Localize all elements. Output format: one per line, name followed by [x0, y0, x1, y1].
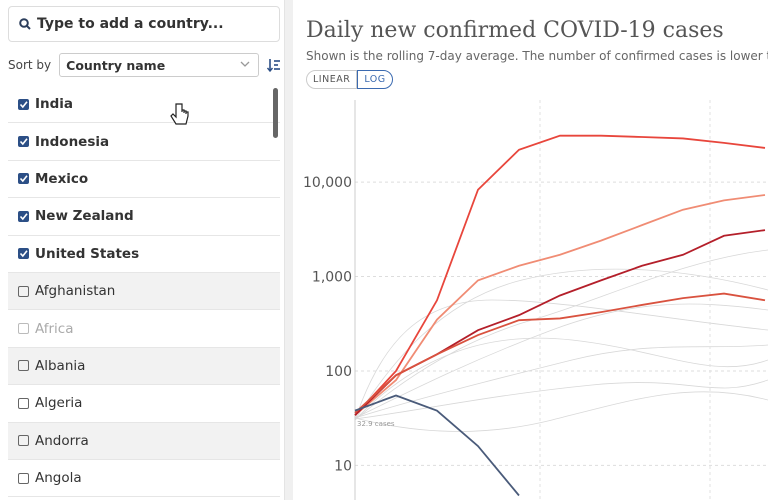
- country-list: India Indonesia Mexico New Zealand United St…: [8, 86, 280, 498]
- checkbox[interactable]: [18, 360, 29, 372]
- annotation: 32.9 cases: [357, 420, 395, 428]
- context-line: [354, 344, 768, 419]
- sort-value: Country name: [66, 57, 166, 73]
- country-row[interactable]: Andorra: [8, 422, 280, 460]
- checkbox[interactable]: [18, 397, 29, 409]
- checkbox[interactable]: [18, 323, 29, 335]
- country-label: Angola: [35, 470, 82, 487]
- search-box[interactable]: Type to add a country...: [8, 6, 280, 42]
- checkmark: [19, 138, 28, 146]
- series-line: [354, 292, 766, 414]
- chart-title: Daily new confirmed COVID-19 cases: [306, 18, 724, 43]
- country-row[interactable]: United States: [8, 236, 280, 273]
- chart: 10,000 1,000 100 10 32.9 cases: [303, 100, 768, 500]
- checkmark: [19, 175, 28, 183]
- y-tick-label: 10,000: [303, 175, 352, 191]
- country-label: Afghanistan: [35, 283, 116, 300]
- country-label: Algeria: [35, 395, 83, 412]
- country-row[interactable]: Angola: [8, 460, 280, 498]
- country-label: Indonesia: [35, 133, 110, 150]
- checkbox[interactable]: [18, 210, 29, 222]
- divider: [284, 0, 293, 500]
- search-placeholder: Type to add a country...: [37, 16, 224, 32]
- checkbox[interactable]: [18, 285, 29, 297]
- country-row[interactable]: New Zealand: [8, 198, 280, 236]
- scale-toggle: LINEAR LOG: [306, 70, 393, 89]
- country-label: Africa: [35, 320, 74, 337]
- series-line: [354, 394, 520, 497]
- background-lines: [354, 249, 768, 432]
- checkmark: [19, 213, 28, 221]
- checkmark: [19, 100, 28, 108]
- country-label: India: [35, 96, 74, 113]
- context-line: [354, 391, 768, 432]
- checkbox[interactable]: [18, 248, 29, 260]
- context-line: [354, 299, 768, 421]
- context-line: [354, 268, 768, 421]
- country-label: Andorra: [35, 432, 89, 449]
- scale-option[interactable]: LOG: [357, 70, 393, 89]
- checkbox[interactable]: [18, 472, 29, 484]
- sort-label: Sort by: [8, 58, 52, 72]
- y-tick-label: 10: [334, 458, 352, 474]
- search-icon: [19, 18, 31, 30]
- sort-select[interactable]: Country name: [59, 53, 260, 77]
- chevron: [240, 61, 250, 67]
- scale-option[interactable]: LINEAR: [306, 70, 358, 89]
- checkmark: [19, 250, 28, 258]
- scrollbar[interactable]: [273, 88, 278, 138]
- country-label: United States: [35, 245, 140, 262]
- country-label: Mexico: [35, 170, 89, 187]
- country-label: Albania: [35, 357, 86, 374]
- checkbox[interactable]: [18, 173, 29, 185]
- country-label: New Zealand: [35, 208, 134, 225]
- sort-order-button[interactable]: [267, 57, 281, 73]
- country-row[interactable]: Mexico: [8, 161, 280, 199]
- context-line: [354, 337, 768, 421]
- country-row[interactable]: Afghanistan: [8, 272, 280, 311]
- sidebar: Type to add a country... Sort by Country…: [0, 0, 284, 500]
- sort-row: Sort by Country name: [8, 52, 284, 78]
- checkbox[interactable]: [18, 98, 29, 110]
- country-row[interactable]: Africa: [8, 310, 280, 348]
- country-row[interactable]: Albania: [8, 347, 280, 386]
- cursor: [170, 103, 189, 125]
- series-line: [354, 194, 766, 416]
- series-line: [354, 134, 766, 416]
- checkbox[interactable]: [18, 435, 29, 447]
- country-row[interactable]: India: [8, 86, 280, 124]
- checkbox[interactable]: [18, 136, 29, 148]
- country-row[interactable]: Indonesia: [8, 123, 280, 161]
- context-line: [354, 379, 768, 420]
- country-row[interactable]: Algeria: [8, 385, 280, 423]
- chart-subtitle: Shown is the rolling 7-day average. The …: [306, 49, 768, 63]
- y-tick-label: 100: [325, 364, 352, 380]
- context-line: [354, 303, 768, 419]
- y-tick-label: 1,000: [312, 270, 352, 286]
